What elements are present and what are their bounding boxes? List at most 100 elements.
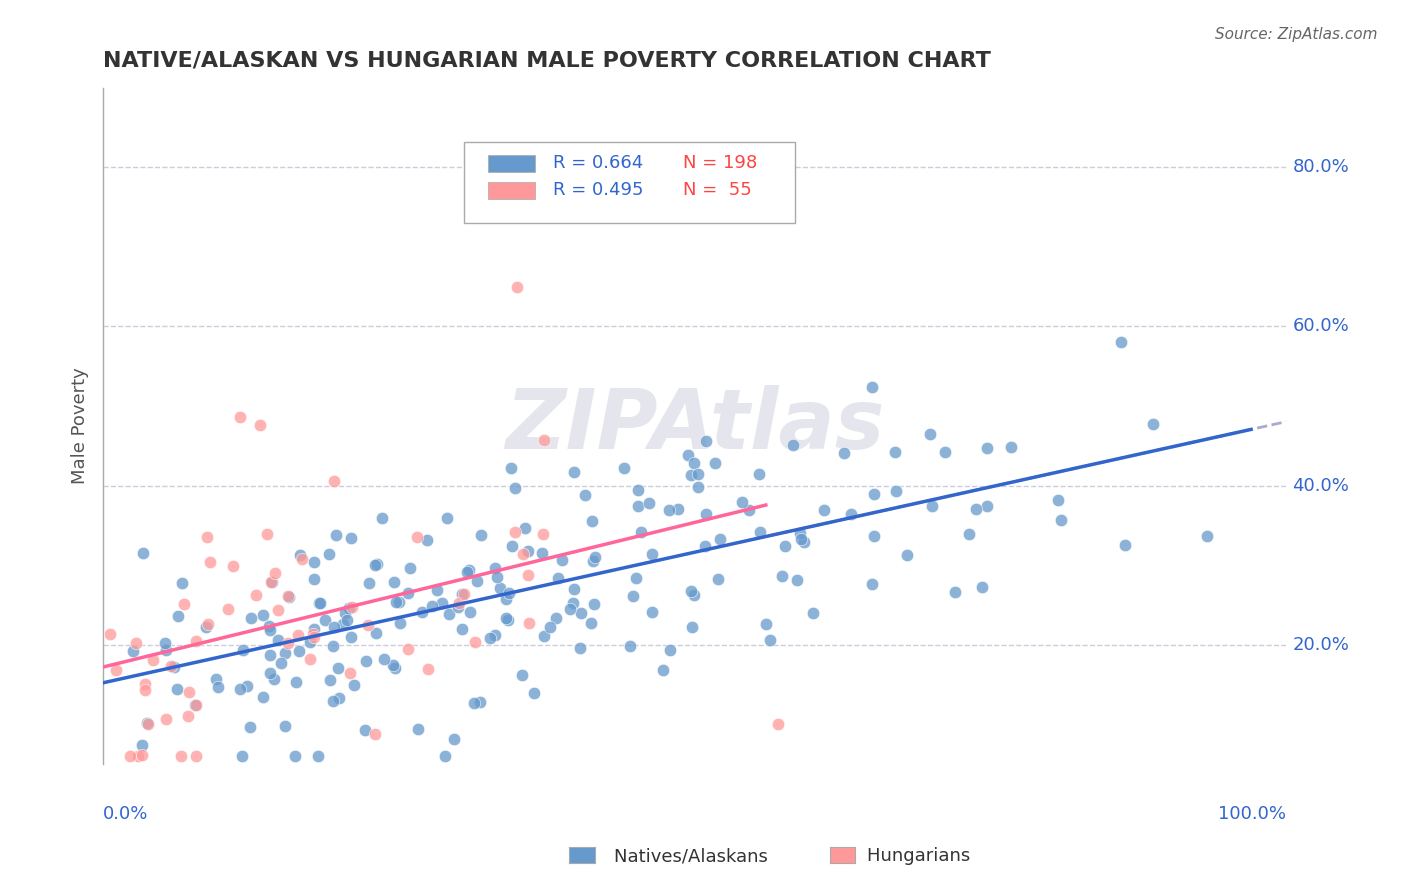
Point — [630, 524, 652, 539]
Text: 20.0%: 20.0% — [1292, 636, 1350, 654]
Point — [613, 461, 636, 475]
Point — [860, 380, 883, 394]
Text: 0.0%: 0.0% — [103, 805, 149, 823]
Point — [515, 521, 537, 535]
Point — [583, 550, 606, 565]
Point — [179, 684, 201, 698]
Point — [641, 605, 664, 619]
Point — [478, 632, 501, 646]
Point — [259, 623, 281, 637]
Point — [707, 572, 730, 586]
Point — [531, 546, 554, 560]
Point — [415, 533, 437, 547]
Point — [322, 474, 344, 488]
Point — [450, 622, 472, 636]
Point — [307, 749, 329, 764]
Point — [357, 617, 380, 632]
Text: R = 0.495: R = 0.495 — [553, 181, 644, 200]
Point — [621, 590, 644, 604]
Point — [533, 433, 555, 447]
Point — [373, 652, 395, 666]
Point — [263, 566, 285, 580]
Point — [934, 445, 956, 459]
Point — [339, 666, 361, 681]
Point — [1046, 492, 1069, 507]
Point — [433, 749, 456, 764]
Point — [132, 546, 155, 560]
Point — [550, 553, 572, 567]
Point — [489, 581, 512, 595]
Point — [270, 657, 292, 671]
Point — [627, 500, 650, 514]
Point — [287, 627, 309, 641]
Point — [239, 611, 262, 625]
Point — [748, 524, 770, 539]
Point — [195, 530, 218, 544]
Point — [284, 674, 307, 689]
Point — [443, 732, 465, 747]
FancyBboxPatch shape — [464, 142, 796, 223]
Point — [495, 591, 517, 606]
Point — [231, 749, 253, 764]
Point — [134, 676, 156, 690]
Point — [256, 526, 278, 541]
Point — [366, 557, 388, 571]
Point — [274, 719, 297, 733]
Text: 60.0%: 60.0% — [1292, 318, 1350, 335]
Point — [683, 588, 706, 602]
Point — [184, 634, 207, 648]
Point — [501, 460, 523, 475]
Point — [463, 696, 485, 710]
Point — [173, 597, 195, 611]
Point — [627, 483, 650, 498]
Point — [308, 595, 330, 609]
Point — [262, 574, 284, 589]
Point — [790, 532, 813, 546]
FancyBboxPatch shape — [488, 155, 536, 172]
Point — [314, 613, 336, 627]
Point — [194, 620, 217, 634]
Point — [259, 648, 281, 662]
Point — [569, 606, 592, 620]
Text: 80.0%: 80.0% — [1292, 158, 1350, 176]
Point — [354, 723, 377, 737]
Text: Hungarians: Hungarians — [844, 847, 970, 865]
Point — [277, 591, 299, 605]
Point — [451, 587, 474, 601]
Point — [446, 600, 468, 615]
Point — [463, 635, 485, 649]
Point — [249, 417, 271, 432]
Point — [770, 569, 793, 583]
Point — [172, 576, 194, 591]
Text: N =  55: N = 55 — [683, 181, 752, 200]
Text: ZIPAtlas: ZIPAtlas — [505, 385, 884, 467]
Point — [651, 663, 673, 677]
Point — [384, 661, 406, 675]
Point — [263, 672, 285, 686]
Point — [121, 644, 143, 658]
Point — [274, 646, 297, 660]
Point — [437, 607, 460, 622]
Point — [562, 582, 585, 597]
Point — [801, 606, 824, 620]
Point — [406, 530, 429, 544]
Point — [426, 583, 449, 598]
Point — [229, 409, 252, 424]
Point — [131, 748, 153, 763]
Point — [339, 630, 361, 644]
Point — [495, 610, 517, 624]
Point — [399, 561, 422, 575]
Point — [582, 554, 605, 568]
Point — [229, 681, 252, 696]
Point — [976, 441, 998, 455]
Point — [503, 524, 526, 539]
Point — [366, 626, 388, 640]
Point — [131, 738, 153, 752]
FancyBboxPatch shape — [488, 182, 536, 199]
Point — [832, 445, 855, 459]
Point — [125, 635, 148, 649]
Point — [544, 611, 567, 625]
Point — [766, 717, 789, 731]
Point — [430, 596, 453, 610]
Point — [420, 599, 443, 613]
